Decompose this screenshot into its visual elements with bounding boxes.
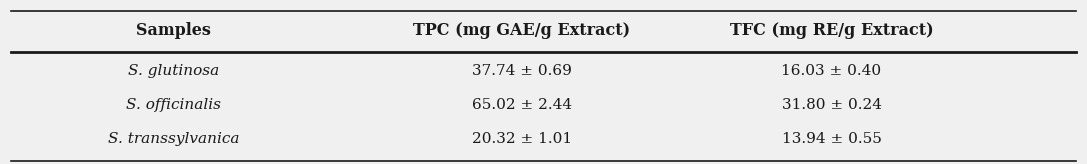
Text: TFC (mg RE/g Extract): TFC (mg RE/g Extract) bbox=[729, 22, 934, 39]
Text: S. officinalis: S. officinalis bbox=[126, 98, 222, 112]
Text: S. transsylvanica: S. transsylvanica bbox=[109, 132, 239, 146]
Text: 20.32 ± 1.01: 20.32 ± 1.01 bbox=[472, 132, 572, 146]
Text: 37.74 ± 0.69: 37.74 ± 0.69 bbox=[472, 64, 572, 78]
Text: 16.03 ± 0.40: 16.03 ± 0.40 bbox=[782, 64, 882, 78]
Text: 65.02 ± 2.44: 65.02 ± 2.44 bbox=[472, 98, 572, 112]
Text: 13.94 ± 0.55: 13.94 ± 0.55 bbox=[782, 132, 882, 146]
Text: S. glutinosa: S. glutinosa bbox=[128, 64, 220, 78]
Text: 31.80 ± 0.24: 31.80 ± 0.24 bbox=[782, 98, 882, 112]
Text: Samples: Samples bbox=[137, 22, 211, 39]
Text: TPC (mg GAE/g Extract): TPC (mg GAE/g Extract) bbox=[413, 22, 630, 39]
